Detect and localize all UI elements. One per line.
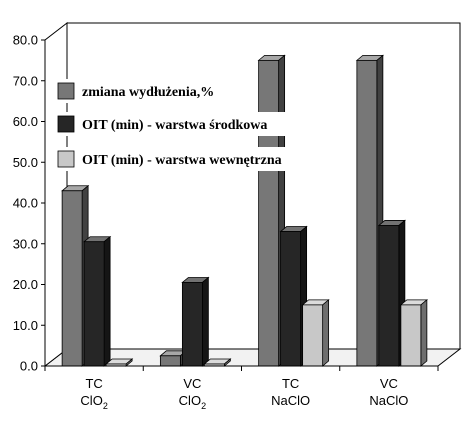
legend: zmiana wydłużenia,% OIT (min) - warstwa ś… [56, 79, 312, 171]
y-tick-label: 30.0 [13, 236, 38, 251]
y-tick-label: 40.0 [13, 196, 38, 211]
y-tick-label: 0.0 [20, 359, 38, 374]
y-tick-label: 50.0 [13, 155, 38, 170]
x-tick-label: ClO2 [80, 393, 107, 411]
legend-swatch [57, 150, 75, 168]
bar-front [280, 231, 302, 367]
legend-label: zmiana wydłużenia,% [82, 85, 214, 100]
bar-front [61, 190, 83, 367]
bar-side [420, 299, 428, 367]
legend-label: OIT (min) - warstwa środkowa [82, 118, 267, 133]
y-tick-label: 20.0 [13, 277, 38, 292]
x-tick-label: TC [85, 376, 102, 391]
bar [181, 276, 210, 367]
bar [279, 225, 308, 367]
legend-entry-bg [56, 112, 290, 136]
bars [61, 54, 428, 367]
y-tick-label: 70.0 [13, 73, 38, 88]
bar-front [356, 59, 378, 367]
bar-front [258, 59, 280, 367]
bar-front [400, 304, 422, 367]
x-tick-label: ClO2 [179, 393, 206, 411]
x-tick-label: TC [282, 376, 299, 391]
bar-front [159, 355, 181, 367]
y-tick-label: 10.0 [13, 318, 38, 333]
legend-label: OIT (min) - warstwa wewnętrzna [82, 153, 282, 168]
legend-swatch [57, 82, 75, 100]
bar [203, 358, 232, 367]
x-tick-label: VC [183, 376, 201, 391]
bar-front [181, 282, 203, 367]
bar-front [83, 241, 105, 367]
bar-side [322, 299, 330, 367]
bar-side [103, 235, 111, 367]
bar [105, 358, 134, 367]
bar [301, 299, 330, 367]
bar [399, 299, 428, 367]
bar-front [302, 304, 324, 367]
legend-entry-bg [56, 79, 250, 103]
legend-swatch [57, 115, 75, 133]
bar [83, 235, 112, 367]
y-tick-label: 60.0 [13, 114, 38, 129]
bar-side [201, 276, 209, 367]
x-tick-label: NaClO [271, 393, 310, 408]
legend-entry-bg [56, 147, 312, 171]
bar-front [378, 225, 400, 367]
y-tick-label: 80.0 [13, 33, 38, 48]
x-tick-label: VC [380, 376, 398, 391]
x-tick-label: NaClO [369, 393, 408, 408]
x-axis: TC ClO2 VC ClO2 TC NaClO VC NaClO [44, 365, 439, 411]
y-axis: 0.0 10.0 20.0 30.0 40.0 50.0 60.0 70.0 80.0 [13, 33, 45, 374]
